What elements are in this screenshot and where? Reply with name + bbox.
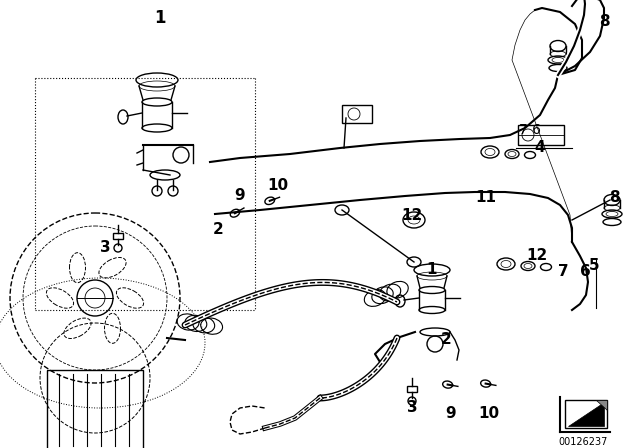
Text: 4: 4 [534, 141, 545, 155]
Text: 3: 3 [406, 401, 417, 415]
Bar [565, 400, 607, 428]
Polygon shape [568, 402, 604, 426]
Text: 2: 2 [212, 223, 223, 237]
Text: 11: 11 [476, 190, 497, 206]
Bar [407, 386, 417, 392]
Text: 9: 9 [445, 405, 456, 421]
Text: 5: 5 [589, 258, 599, 272]
Text: 2: 2 [440, 332, 451, 348]
Text: 8: 8 [609, 190, 620, 206]
Text: 1: 1 [427, 263, 437, 277]
Text: 12: 12 [526, 247, 548, 263]
Text: 1: 1 [154, 9, 166, 27]
Polygon shape [596, 400, 607, 410]
Bar [47, 370, 143, 448]
Text: 10: 10 [268, 177, 289, 193]
Text: 10: 10 [479, 405, 500, 421]
Bar [342, 105, 372, 123]
Text: 6: 6 [580, 264, 590, 280]
Text: 8: 8 [598, 14, 609, 30]
Bar [113, 233, 123, 239]
Text: 12: 12 [401, 207, 422, 223]
Bar [518, 125, 564, 145]
Text: 7: 7 [557, 264, 568, 280]
Text: 3: 3 [100, 241, 110, 255]
Text: 7 6: 7 6 [519, 123, 541, 137]
Text: 9: 9 [235, 188, 245, 202]
Text: 00126237: 00126237 [558, 437, 608, 447]
